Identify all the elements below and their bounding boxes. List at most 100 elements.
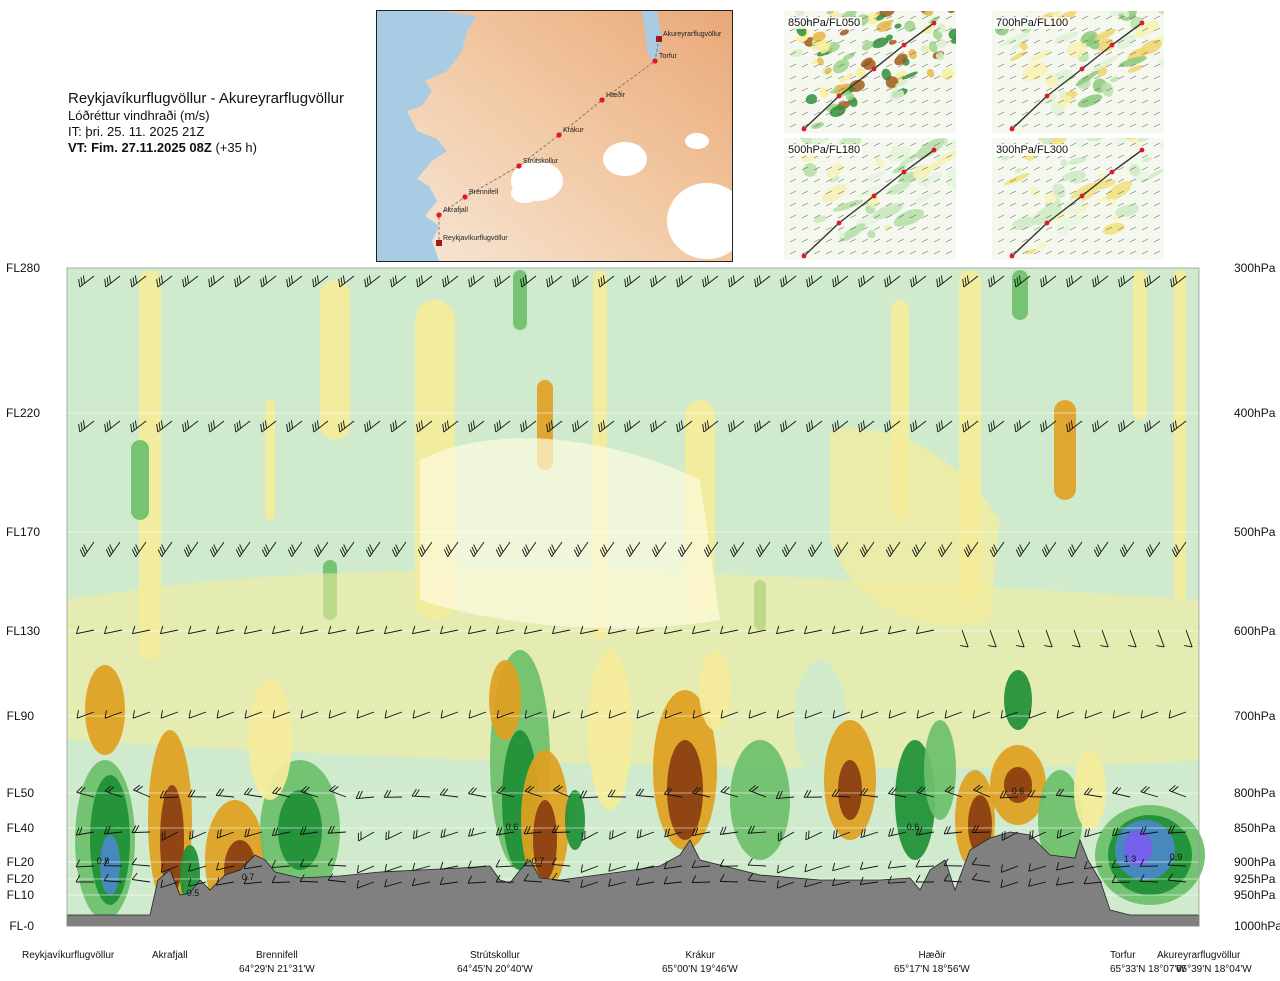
wind-barb [243,787,263,798]
wind-barb [312,420,329,433]
wind-barb [496,786,515,798]
wind-barb [1140,785,1159,798]
wind-barb [1184,629,1193,648]
wind-barb [103,826,123,835]
pressure-level-label: 900hPa [1234,855,1276,869]
wind-barb [1144,275,1161,288]
wind-barb [271,625,291,635]
wind-barb [1001,830,1019,841]
wind-barb [624,420,641,433]
location-name: Hæðir [918,950,946,961]
wind-barb [944,710,963,719]
wind-barb [209,541,225,558]
pressure-level-label: 800hPa [1234,786,1276,800]
wind-barb [1028,878,1047,887]
wind-barb [636,862,655,871]
wind-barb [973,784,991,798]
wind-barb [775,625,795,635]
wind-barb [1167,873,1187,883]
wind-barb [260,275,277,288]
wind-barb [663,876,683,885]
wind-barb [271,875,291,884]
wind-barb [469,541,485,558]
wind-barb [384,710,403,719]
wind-barb [832,420,849,433]
location-name: Torfur [1110,950,1136,961]
wind-barb [383,625,403,635]
wind-barb [299,826,319,835]
wind-barb [962,420,979,433]
wind-barb [691,860,711,869]
wind-barb [915,625,935,635]
route-map: Akureyrarflugvöllur Torfur Hæðir Krákur Strú… [376,10,733,262]
wind-barb [635,625,655,635]
map-waypoint-marker [599,97,605,103]
quantity-subtitle: Lóðréttur vindhraði (m/s) [68,108,210,123]
wind-barb [468,420,485,433]
wind-barb [551,872,571,883]
wind-barb [1128,629,1137,648]
wind-barb [328,710,347,719]
wind-barb [271,827,291,837]
wind-barb [728,420,745,433]
wind-barb [183,541,199,558]
wind-barb [327,825,347,834]
wind-barb [75,826,95,836]
map-waypoint-label: Akrafjall [443,207,468,214]
wind-barb [313,541,329,558]
wind-barb [579,790,599,799]
wind-barb [412,829,431,840]
wind-barb [960,629,969,648]
flight-level-label: FL280 [6,261,41,275]
wind-barb [1014,275,1031,288]
wind-barb [729,541,745,558]
wind-barb [272,786,291,798]
wind-barb [356,710,375,719]
wind-barb [1083,861,1103,870]
wind-barb [663,787,683,798]
wind-barb [355,790,375,800]
wind-barb [187,625,207,635]
wind-barb [208,275,225,288]
wind-barb [243,861,263,870]
wind-barb [234,420,251,433]
wind-barb [76,710,95,719]
wind-barb [1015,541,1031,558]
location-coordinates: 65°39'N 18°04'W [1176,964,1252,975]
wind-barb [160,879,179,888]
wind-barb [887,860,907,869]
wind-barb [691,827,711,837]
wind-barb [75,859,95,868]
wind-barb [1167,858,1187,867]
pressure-level-label: 600hPa [1234,624,1276,638]
wind-barb [1100,629,1109,648]
wind-barb [384,879,403,888]
flight-level-label: FL-0 [9,919,34,933]
wind-barb [1055,877,1075,886]
wind-barb [75,874,94,883]
wind-barb [1040,275,1057,288]
wind-barb [390,420,407,433]
wind-barb [1168,710,1187,719]
wind-barb [598,420,615,433]
wind-barb [216,829,235,839]
wind-barb [467,875,487,884]
flight-level-label: FL20 [6,855,34,869]
wind-barb [1112,710,1131,719]
wind-barb [719,826,739,835]
wind-barb [160,864,179,873]
wind-barb [916,786,935,798]
wind-barb [104,785,123,798]
valid-offset: (+35 h) [215,140,257,155]
terrain-profile [66,831,1200,927]
wind-barb [1055,788,1075,798]
wind-barb [1066,420,1083,433]
wind-barb [391,541,407,558]
wind-barb [936,420,953,433]
wind-barb [650,275,667,288]
wind-barb [156,420,173,433]
wind-barb [551,625,571,635]
contour-value-label: 0.7 [532,856,545,866]
wind-barb [636,710,655,719]
flight-level-label: FL40 [6,821,34,835]
